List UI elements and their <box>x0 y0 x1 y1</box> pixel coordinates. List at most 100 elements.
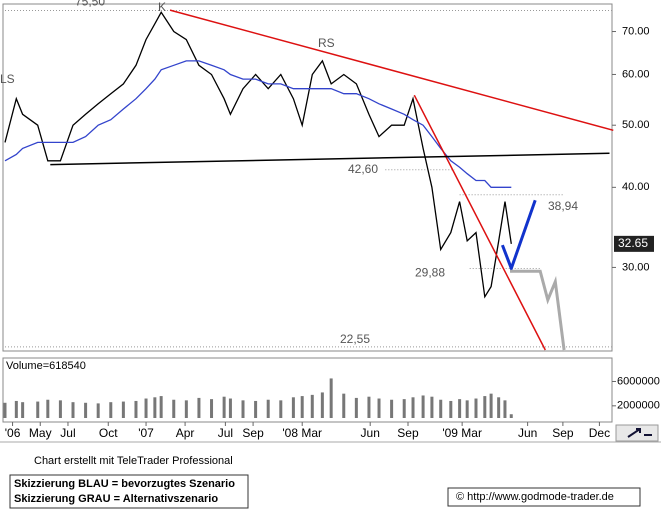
x-tick-label: '06 <box>5 426 21 440</box>
volume-bar <box>465 400 469 418</box>
volume-bar <box>21 402 25 418</box>
volume-bar <box>497 397 501 418</box>
x-tick-label: Oct <box>99 426 118 440</box>
trendline <box>500 199 537 273</box>
volume-bar <box>411 397 415 418</box>
x-tick-label: Sep <box>552 426 574 440</box>
trendline <box>169 9 614 132</box>
volume-panel <box>2 357 613 423</box>
volume-bar <box>279 400 283 418</box>
last-price: 32.65 <box>618 236 648 250</box>
level-label: 38,94 <box>548 199 578 213</box>
trendline <box>510 269 566 351</box>
x-tick-label: '09 Mar <box>442 426 482 440</box>
volume-title: Volume=618540 <box>6 360 86 372</box>
pattern-label: RS <box>318 36 335 50</box>
volume-bar <box>474 398 478 418</box>
trendline <box>50 152 610 166</box>
volume-bar <box>222 396 226 418</box>
level-label: 29,88 <box>415 266 445 280</box>
trendline <box>413 94 546 351</box>
level-label: 75,50 <box>75 0 105 9</box>
x-tick-label: Jun <box>361 426 380 440</box>
volume-bar <box>310 394 314 418</box>
volume-bar <box>503 400 507 418</box>
pattern-label: K <box>158 0 166 14</box>
volume-bar <box>430 396 434 418</box>
volume-bar <box>266 399 270 418</box>
y-tick-label: 70.00 <box>622 25 650 37</box>
y-tick-label: 50.00 <box>622 119 650 131</box>
volume-bar <box>329 378 333 418</box>
x-tick-label: Sep <box>397 426 419 440</box>
url-box <box>447 487 641 507</box>
tool-icon <box>627 428 652 438</box>
volume-bar <box>197 397 201 418</box>
x-tick-label: Apr <box>176 426 195 440</box>
pattern-label: LS <box>0 72 15 86</box>
volume-bar <box>58 400 62 418</box>
volume-bar <box>300 396 304 418</box>
level-label: 42,60 <box>348 162 378 176</box>
volume-bar <box>354 397 358 418</box>
y-tick-label: 40.00 <box>622 181 650 193</box>
volume-bar <box>342 393 346 418</box>
volume-bar <box>159 396 163 418</box>
volume-bar <box>458 399 462 418</box>
volume-bar <box>96 403 100 418</box>
x-tick-label: Jul <box>60 426 75 440</box>
volume-bar <box>184 400 188 418</box>
y-tick-label: 6000000 <box>617 375 660 387</box>
volume-bar <box>210 399 214 418</box>
legend-blue: Skizzierung BLAU = bevorzugtes Szenario <box>14 478 235 490</box>
x-tick-label: Jun <box>518 426 537 440</box>
volume-bar <box>153 397 157 418</box>
volume-bar <box>84 402 88 418</box>
volume-bar <box>449 400 453 418</box>
price-line <box>4 11 512 299</box>
legend-box <box>9 474 249 509</box>
volume-bar <box>291 397 295 418</box>
volume-bar <box>121 401 125 418</box>
volume-bar <box>390 399 394 418</box>
volume-bar <box>421 395 425 418</box>
volume-bar <box>320 392 324 418</box>
tool-button[interactable] <box>615 424 659 442</box>
volume-bar <box>36 401 40 418</box>
volume-bar <box>377 398 381 418</box>
volume-bar <box>489 393 493 418</box>
x-tick-label: Sep <box>242 426 264 440</box>
legend-gray: Skizzierung GRAU = Alternativszenario <box>14 493 218 505</box>
volume-bar <box>144 398 148 418</box>
volume-bar <box>71 402 75 418</box>
last-price-box <box>614 235 654 252</box>
price-line <box>4 60 512 188</box>
x-tick-label: Dec <box>589 426 610 440</box>
x-tick-label: '08 Mar <box>282 426 322 440</box>
volume-bar <box>402 399 406 418</box>
volume-bar <box>134 400 138 418</box>
y-tick-label: 60.00 <box>622 68 650 80</box>
y-tick-label: 30.00 <box>622 261 650 273</box>
x-tick-label: '07 <box>138 426 154 440</box>
volume-bar <box>241 400 245 418</box>
volume-bar <box>109 402 113 418</box>
volume-bar <box>254 400 258 418</box>
volume-bar <box>367 396 371 418</box>
volume-bar <box>172 399 176 418</box>
url: © http://www.godmode-trader.de <box>456 491 614 503</box>
volume-bar <box>439 399 443 418</box>
volume-bar <box>14 400 18 418</box>
volume-bar <box>509 414 513 418</box>
y-tick-label: 2000000 <box>617 400 660 412</box>
volume-bar <box>3 402 7 418</box>
x-tick-label: Jul <box>218 426 233 440</box>
credit: Chart erstellt mit TeleTrader Profession… <box>34 455 233 467</box>
price-panel <box>2 3 613 352</box>
volume-bar <box>228 398 232 418</box>
volume-bar <box>46 399 50 418</box>
level-label: 22,55 <box>340 332 370 346</box>
x-tick-label: May <box>29 426 52 440</box>
volume-bar <box>483 396 487 418</box>
